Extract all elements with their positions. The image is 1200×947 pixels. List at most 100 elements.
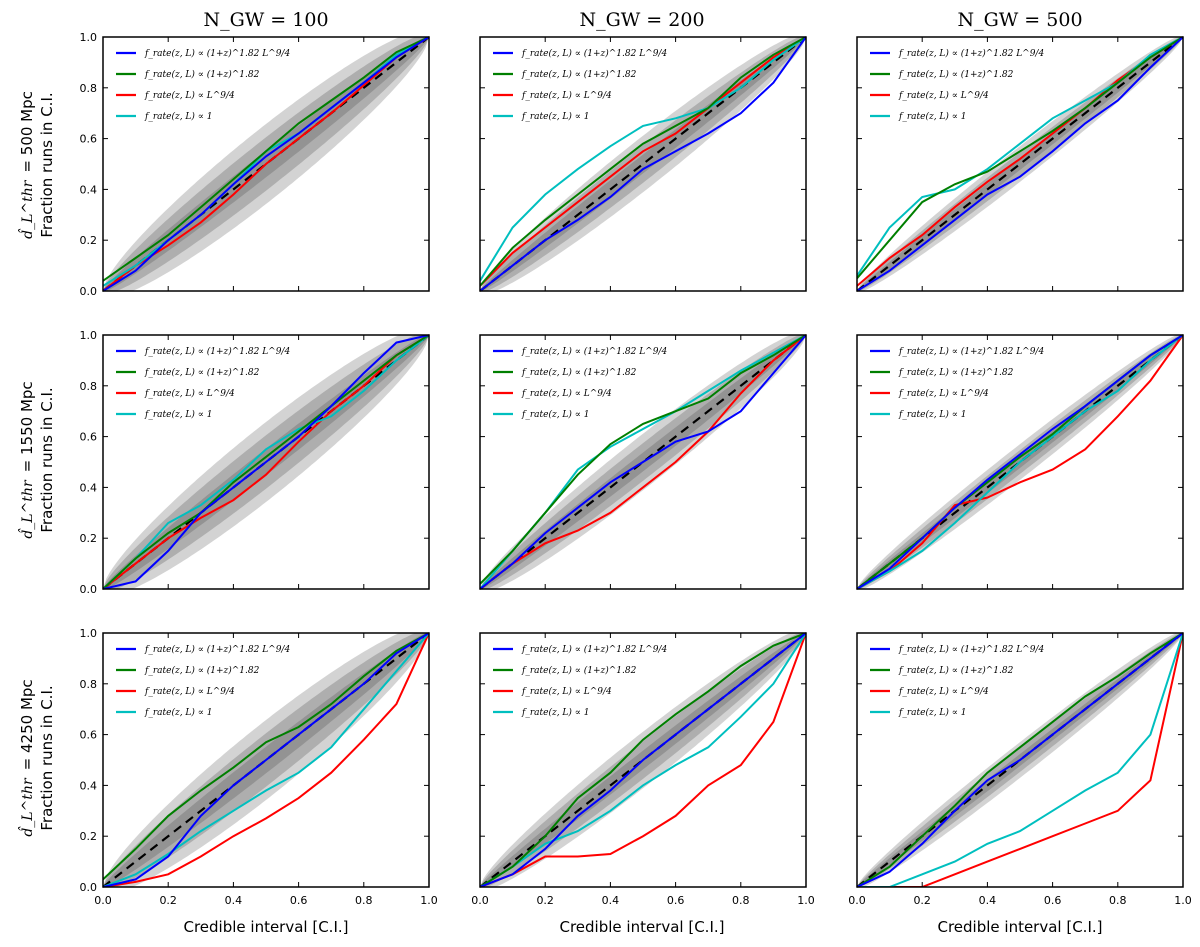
series-line-4: [480, 633, 806, 887]
y-tick-label: 0.6: [80, 729, 98, 742]
row-title-3-value: = 4250 Mpc: [18, 679, 36, 770]
panel-r3-c3: 0.0 0.2 0.4 0.6 0.8 1.0 f_rate(z, L) ∝ (1+z)^1…: [848, 632, 1192, 907]
panel-r2-c3: f_rate(z, L) ∝ (1+z)^1.82 L^9/4 f_rate(z,…: [856, 334, 1184, 590]
row-title-1-symbol: d̂_L^thr: [17, 179, 36, 239]
row-title-2: d̂_L^thr = 1550 Mpc Fraction runs in C.I…: [17, 381, 56, 538]
x-tick-label: 1.0: [1174, 894, 1192, 907]
legend-label-3: f_rate(z, L) ∝ L^9/4: [144, 686, 235, 697]
x-tick-label: 0.6: [667, 894, 685, 907]
series-line-2: [480, 37, 806, 287]
series-line-2: [857, 633, 1183, 887]
plot-frame: [479, 632, 807, 888]
series-line-3: [480, 335, 806, 589]
x-tick-label: 0.2: [536, 894, 554, 907]
legend: f_rate(z, L) ∝ (1+z)^1.82 L^9/4 f_rate(z,…: [870, 48, 1044, 122]
legend-label-2: f_rate(z, L) ∝ (1+z)^1.82: [521, 665, 637, 676]
series-line-4: [103, 335, 429, 589]
series-line-2: [103, 335, 429, 589]
y-tick-label: 0.8: [80, 82, 98, 95]
legend-label-1: f_rate(z, L) ∝ (1+z)^1.82 L^9/4: [521, 48, 667, 59]
x-tick-label: 0.6: [1044, 894, 1062, 907]
y-tick-label: 0.6: [80, 431, 98, 444]
x-tick-label: 0.2: [913, 894, 931, 907]
legend-label-1: f_rate(z, L) ∝ (1+z)^1.82 L^9/4: [144, 644, 290, 655]
legend-label-1: f_rate(z, L) ∝ (1+z)^1.82 L^9/4: [898, 48, 1044, 59]
legend: f_rate(z, L) ∝ (1+z)^1.82 L^9/4 f_rate(z,…: [493, 48, 667, 122]
plot-frame: [856, 334, 1184, 590]
series-line-3: [857, 335, 1183, 589]
plot-frame: [856, 36, 1184, 292]
legend-label-3: f_rate(z, L) ∝ L^9/4: [144, 90, 235, 101]
x-tick-label: 0.4: [602, 894, 620, 907]
row-title-1-ylabel: Fraction runs in C.I.: [38, 92, 56, 237]
series-line-2: [480, 633, 806, 887]
x-tick-label: 0.8: [1109, 894, 1127, 907]
series-line-3: [480, 37, 806, 287]
row-title-3-symbol: d̂_L^thr: [17, 777, 36, 837]
legend-label-2: f_rate(z, L) ∝ (1+z)^1.82: [144, 665, 260, 676]
y-tick-label: 0.0: [80, 285, 98, 298]
confidence-band-1sigma: [480, 37, 806, 291]
series-line-2: [103, 633, 429, 881]
series-line-3: [857, 633, 1183, 887]
legend-label-2: f_rate(z, L) ∝ (1+z)^1.82: [144, 69, 260, 80]
x-tick-label: 0.4: [225, 894, 243, 907]
x-tick-label: 0.0: [94, 894, 112, 907]
series-line-3: [103, 37, 429, 291]
row-title-1: d̂_L^thr = 500 Mpc Fraction runs in C.I.: [17, 91, 56, 239]
confidence-band-1sigma: [857, 37, 1183, 291]
legend-label-4: f_rate(z, L) ∝ 1: [144, 707, 212, 718]
panel-r3-c2: 0.0 0.2 0.4 0.6 0.8 1.0 f_rate(z, L) ∝ (1+z)^1…: [471, 632, 815, 907]
panels: 0.0 0.2 0.4 0.6 0.8 1.0 f_rate(z, L) ∝ (1+z)^1…: [80, 31, 1192, 907]
x-tick-label: 1.0: [797, 894, 815, 907]
series-line-1: [857, 633, 1183, 887]
series-line-3: [480, 633, 806, 887]
legend-label-1: f_rate(z, L) ∝ (1+z)^1.82 L^9/4: [521, 644, 667, 655]
legend-label-2: f_rate(z, L) ∝ (1+z)^1.82: [898, 367, 1014, 378]
legend-label-4: f_rate(z, L) ∝ 1: [144, 409, 212, 420]
x-tick-label: 0.0: [848, 894, 866, 907]
y-tick-label: 0.4: [80, 481, 98, 494]
legend-label-3: f_rate(z, L) ∝ L^9/4: [898, 388, 989, 399]
column-title-3: N_GW = 500: [957, 9, 1082, 31]
series-line-4: [103, 633, 429, 887]
x-tick-label: 1.0: [420, 894, 438, 907]
legend-label-3: f_rate(z, L) ∝ L^9/4: [898, 686, 989, 697]
legend: f_rate(z, L) ∝ (1+z)^1.82 L^9/4 f_rate(z,…: [116, 48, 290, 122]
series-line-4: [857, 335, 1183, 589]
legend-label-1: f_rate(z, L) ∝ (1+z)^1.82 L^9/4: [898, 346, 1044, 357]
x-tick-label: 0.4: [979, 894, 997, 907]
column-title-2: N_GW = 200: [579, 9, 704, 31]
series-line-1: [480, 335, 806, 589]
y-tick-label: 1.0: [80, 329, 98, 342]
y-tick-label: 0.8: [80, 380, 98, 393]
legend-label-3: f_rate(z, L) ∝ L^9/4: [521, 388, 612, 399]
panel-r2-c1: 0.0 0.2 0.4 0.6 0.8 1.0 f_rate(z, L) ∝ (1+z)^1…: [80, 329, 430, 596]
legend-label-4: f_rate(z, L) ∝ 1: [898, 409, 966, 420]
row-title-3-ylabel: Fraction runs in C.I.: [38, 685, 56, 830]
legend-label-2: f_rate(z, L) ∝ (1+z)^1.82: [898, 665, 1014, 676]
legend-label-4: f_rate(z, L) ∝ 1: [521, 111, 589, 122]
diagonal-reference-line: [479, 334, 807, 590]
legend-label-1: f_rate(z, L) ∝ (1+z)^1.82 L^9/4: [521, 346, 667, 357]
svg-text:d̂_L^thr = 4250 Mpc: d̂_L^thr = 4250 Mpc: [17, 679, 36, 836]
diagonal-reference-line: [856, 632, 1184, 888]
y-tick-label: 0.2: [80, 532, 98, 545]
legend: f_rate(z, L) ∝ (1+z)^1.82 L^9/4 f_rate(z,…: [870, 346, 1044, 420]
column-title-1: N_GW = 100: [203, 9, 328, 31]
legend-label-1: f_rate(z, L) ∝ (1+z)^1.82 L^9/4: [144, 48, 290, 59]
legend: f_rate(z, L) ∝ (1+z)^1.82 L^9/4 f_rate(z,…: [116, 346, 290, 420]
plot-frame: [102, 632, 430, 888]
legend: f_rate(z, L) ∝ (1+z)^1.82 L^9/4 f_rate(z,…: [870, 644, 1044, 718]
legend-label-1: f_rate(z, L) ∝ (1+z)^1.82 L^9/4: [144, 346, 290, 357]
legend-label-2: f_rate(z, L) ∝ (1+z)^1.82: [521, 367, 637, 378]
svg-text:d̂_L^thr = 1550 Mpc: d̂_L^thr = 1550 Mpc: [17, 381, 36, 538]
series-line-1: [857, 335, 1183, 589]
plot-frame: [479, 334, 807, 590]
panel-r1-c3: f_rate(z, L) ∝ (1+z)^1.82 L^9/4 f_rate(z,…: [856, 36, 1184, 292]
x-tick-label: 0.8: [732, 894, 750, 907]
legend-label-4: f_rate(z, L) ∝ 1: [898, 111, 966, 122]
plot-frame: [479, 36, 807, 292]
x-axis-title-3: Credible interval [C.I.]: [937, 918, 1102, 936]
